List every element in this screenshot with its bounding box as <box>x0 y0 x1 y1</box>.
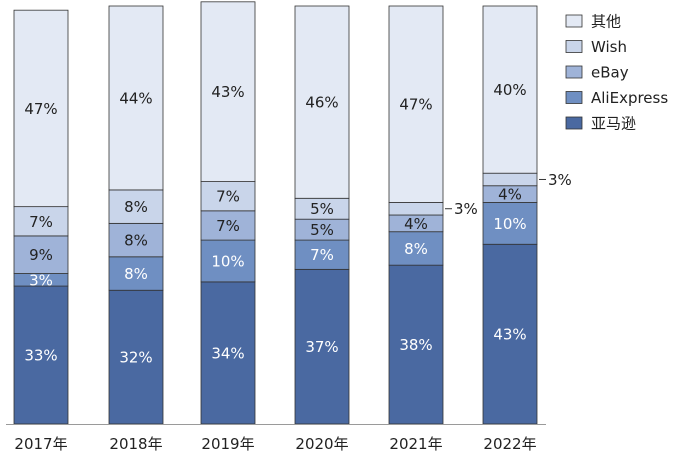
bar-aliexpress-2022 <box>482 202 538 245</box>
bar-amazon-2020 <box>294 268 350 425</box>
legend-swatch-other <box>565 14 583 28</box>
data-label-other-2022: 40% <box>493 81 526 99</box>
data-label-other-2021: 47% <box>399 96 432 114</box>
x-tick-label-2020: 2020年 <box>295 435 348 453</box>
data-label-wish-2019: 7% <box>216 188 240 206</box>
legend-swatch-ebay <box>565 65 583 79</box>
data-label-amazon-2019: 34% <box>211 344 244 362</box>
legend-label-amazon: 亚马逊 <box>591 115 636 133</box>
bar-amazon-2022 <box>482 243 538 425</box>
bar-wish-2022 <box>482 172 538 187</box>
x-tick-label-2019: 2019年 <box>201 435 254 453</box>
bar-other-2018 <box>108 5 164 191</box>
data-label-amazon-2022: 43% <box>493 326 526 344</box>
data-label-other-2018: 44% <box>119 89 152 107</box>
data-label-amazon-2021: 38% <box>399 336 432 354</box>
bar-aliexpress-2020 <box>294 239 350 270</box>
bar-wish-2021 <box>388 202 444 216</box>
data-label-other-2019: 43% <box>211 83 244 101</box>
data-label-aliexpress-2019: 10% <box>211 252 244 270</box>
bar-amazon-2021 <box>388 264 444 425</box>
data-label-ebay-2021: 4% <box>404 215 428 233</box>
bar-other-2022 <box>482 5 538 174</box>
bar-ebay-2018 <box>108 222 164 258</box>
x-tick-label-2018: 2018年 <box>109 435 162 453</box>
legend-label-aliexpress: AliExpress <box>591 89 668 107</box>
bar-amazon-2017 <box>13 285 69 425</box>
bar-aliexpress-2019 <box>200 239 256 283</box>
legend-swatch-wish <box>565 40 583 53</box>
bar-other-2020 <box>294 5 350 199</box>
bar-other-2017 <box>13 9 69 208</box>
bar-wish-2018 <box>108 189 164 224</box>
annotation-label-2021: 3% <box>454 200 478 218</box>
legend-swatch-amazon <box>565 116 583 130</box>
data-label-other-2020: 46% <box>305 94 338 112</box>
x-tick-label-2021: 2021年 <box>389 435 442 453</box>
x-tick-label-2017: 2017年 <box>14 435 67 453</box>
legend-label-ebay: eBay <box>591 64 629 82</box>
annotations-layer: 3% 3% <box>445 171 572 218</box>
data-label-wish-2018: 8% <box>124 198 148 216</box>
data-label-aliexpress-2022: 10% <box>493 215 526 233</box>
data-label-amazon-2017: 33% <box>24 347 57 365</box>
bars-layer <box>13 1 538 425</box>
legend-label-wish: Wish <box>591 38 627 56</box>
annotation-label-2022: 3% <box>548 171 572 189</box>
data-label-wish-2020: 5% <box>310 200 334 218</box>
bar-other-2019 <box>200 1 256 182</box>
legend-swatch-aliexpress <box>565 91 583 104</box>
x-tick-label-2022: 2022年 <box>483 435 536 453</box>
data-label-aliexpress-2017: 3% <box>29 271 53 289</box>
bar-wish-2017 <box>13 206 69 237</box>
data-label-wish-2017: 7% <box>29 213 53 231</box>
data-label-ebay-2020: 5% <box>310 221 334 239</box>
data-label-aliexpress-2021: 8% <box>404 240 428 258</box>
segment-labels-layer: 33% 3% 9% 7% 47% 32% 8% 8% 8% 44% 34% 10% 7% 7% 43% 37%… <box>24 81 526 367</box>
data-label-aliexpress-2020: 7% <box>310 246 334 264</box>
bar-other-2021 <box>388 5 444 203</box>
legend: 其他 Wish eBay AliExpress 亚马逊 <box>565 13 668 133</box>
data-label-other-2017: 47% <box>24 100 57 118</box>
bar-ebay-2019 <box>200 210 256 241</box>
bar-wish-2019 <box>200 181 256 212</box>
data-label-amazon-2018: 32% <box>119 349 152 367</box>
data-label-ebay-2022: 4% <box>498 186 522 204</box>
data-label-amazon-2020: 37% <box>305 338 338 356</box>
bar-aliexpress-2021 <box>388 231 444 266</box>
x-tick-labels: 2017年 2018年 2019年 2020年 2021年 2022年 <box>14 435 536 453</box>
bar-aliexpress-2018 <box>108 256 164 291</box>
data-label-ebay-2018: 8% <box>124 232 148 250</box>
data-label-ebay-2017: 9% <box>29 246 53 264</box>
bar-amazon-2019 <box>200 281 256 425</box>
data-label-aliexpress-2018: 8% <box>124 265 148 283</box>
legend-label-other: 其他 <box>591 13 621 31</box>
data-label-ebay-2019: 7% <box>216 217 240 235</box>
